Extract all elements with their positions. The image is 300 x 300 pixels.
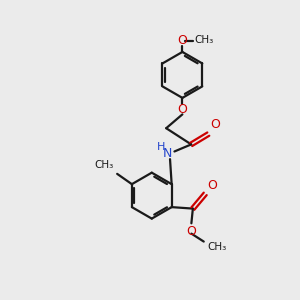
Text: O: O: [178, 103, 187, 116]
Text: O: O: [207, 178, 217, 191]
Text: CH₃: CH₃: [94, 160, 114, 170]
Text: N: N: [162, 147, 172, 160]
Text: CH₃: CH₃: [195, 35, 214, 45]
Text: H: H: [156, 142, 165, 152]
Text: O: O: [178, 34, 187, 47]
Text: CH₃: CH₃: [208, 242, 227, 253]
Text: O: O: [210, 118, 220, 131]
Text: O: O: [186, 225, 196, 238]
